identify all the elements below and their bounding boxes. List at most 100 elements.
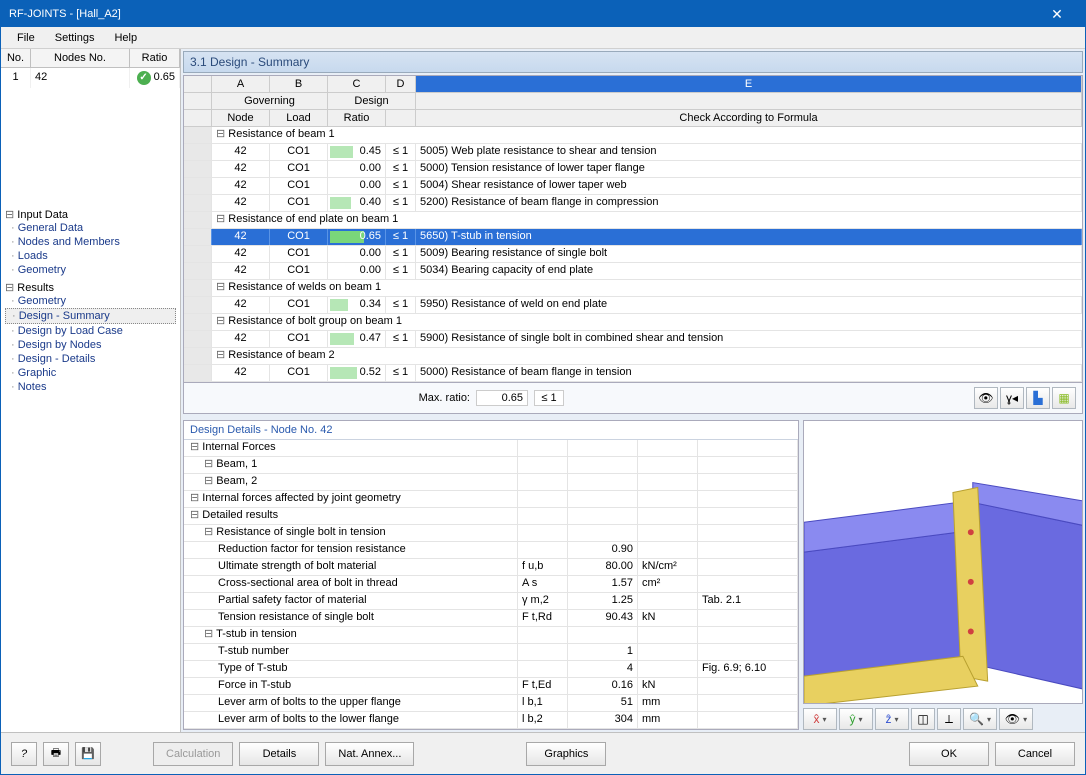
filter-icon[interactable]: ɣ◂ (1000, 387, 1024, 409)
grid-section[interactable]: Resistance of welds on beam 1 (184, 280, 1082, 297)
viewer-panel: x̂ ŷ ẑ ◫ ⟂ 🔍 👁 (803, 420, 1083, 730)
detail-section[interactable]: Detailed results (184, 508, 798, 525)
hdr-ratio: Ratio (328, 110, 386, 126)
tree-item[interactable]: Design - Details (5, 352, 176, 366)
grid-section[interactable]: Resistance of beam 2 (184, 348, 1082, 365)
detail-row: Ultimate strength of bolt materialf u,b8… (184, 559, 798, 576)
tree-results[interactable]: Results (5, 281, 176, 294)
grid-row[interactable]: 42CO10.65≤ 15650) T-stub in tension (184, 229, 1082, 246)
grid-row[interactable]: 42CO10.47≤ 15900) Resistance of single b… (184, 331, 1082, 348)
detail-row: Cross-sectional area of bolt in threadA … (184, 576, 798, 593)
axis-y-icon[interactable]: ŷ (839, 708, 873, 730)
col-letter-b: B (270, 76, 328, 92)
grid-section[interactable]: Resistance of end plate on beam 1 (184, 212, 1082, 229)
detail-row: Reduction factor for tension resistance0… (184, 542, 798, 559)
view-icon[interactable]: 👁 (999, 708, 1033, 730)
ok-button[interactable]: OK (909, 742, 989, 766)
tree-item[interactable]: Geometry (5, 263, 176, 277)
tree-item[interactable]: Notes (5, 380, 176, 394)
detail-section[interactable]: Beam, 1 (184, 457, 798, 474)
detail-row: Tension resistance of single boltF t,Rd9… (184, 610, 798, 627)
viewer-toolbar: x̂ ŷ ẑ ◫ ⟂ 🔍 👁 (803, 708, 1083, 730)
left-grid-row[interactable]: 1 42 ✓ 0.65 (1, 68, 180, 88)
details-button[interactable]: Details (239, 742, 319, 766)
grid-section[interactable]: Resistance of beam 1 (184, 127, 1082, 144)
export-icon[interactable]: ▦ (1052, 387, 1076, 409)
menubar: File Settings Help (1, 27, 1085, 49)
tree-input-data[interactable]: Input Data (5, 208, 176, 221)
detail-row: Force in T-stubF t,Ed0.16kN (184, 678, 798, 695)
graphics-button[interactable]: Graphics (526, 742, 606, 766)
detail-row: T-stub number1 (184, 644, 798, 661)
col-letter-a: A (212, 76, 270, 92)
col-letter-c: C (328, 76, 386, 92)
grid-section[interactable]: Resistance of bolt group on beam 1 (184, 314, 1082, 331)
axis-z-icon[interactable]: ẑ (875, 708, 909, 730)
tree-item[interactable]: Design by Nodes (5, 338, 176, 352)
tree-item[interactable]: Loads (5, 249, 176, 263)
panel-title: 3.1 Design - Summary (183, 51, 1083, 73)
max-ratio-value: 0.65 (476, 390, 528, 406)
help-icon[interactable]: ? (11, 742, 37, 766)
titlebar: RF-JOINTS - [Hall_A2] ✕ (1, 1, 1085, 27)
eye-icon[interactable]: 👁 (974, 387, 998, 409)
grid-row[interactable]: 42CO10.00≤ 15034) Bearing capacity of en… (184, 263, 1082, 280)
perspective-icon[interactable]: ⟂ (937, 708, 961, 730)
tree-item[interactable]: Graphic (5, 366, 176, 380)
cell-ratio: ✓ 0.65 (130, 68, 180, 88)
detail-section[interactable]: Beam, 2 (184, 474, 798, 491)
max-cmp: ≤ 1 (534, 390, 564, 406)
max-ratio-row: Max. ratio: 0.65 ≤ 1 👁 ɣ◂ ▙ ▦ (183, 383, 1083, 414)
grid-row[interactable]: 42CO10.00≤ 15009) Bearing resistance of … (184, 246, 1082, 263)
axis-x-icon[interactable]: x̂ (803, 708, 837, 730)
detail-section[interactable]: Internal forces affected by joint geomet… (184, 491, 798, 508)
detail-row: Type of T-stub4Fig. 6.9; 6.10 (184, 661, 798, 678)
max-label: Max. ratio: (190, 392, 470, 404)
hdr-load: Load (270, 110, 328, 126)
grid-row[interactable]: 42CO10.52≤ 15000) Resistance of beam fla… (184, 365, 1082, 382)
viewer-3d[interactable] (803, 420, 1083, 704)
footer: ? 🖶 💾 Calculation Details Nat. Annex... … (1, 732, 1085, 774)
grid-row[interactable]: 42CO10.00≤ 15004) Shear resistance of lo… (184, 178, 1082, 195)
grid-row[interactable]: 42CO10.00≤ 15000) Tension resistance of … (184, 161, 1082, 178)
detail-row: Lever arm of bolts to the lower flangel … (184, 712, 798, 729)
detail-row: Lever arm of bolts to the upper flangel … (184, 695, 798, 712)
iso-icon[interactable]: ◫ (911, 708, 935, 730)
close-icon[interactable]: ✕ (1037, 1, 1077, 27)
menu-file[interactable]: File (7, 30, 45, 46)
col-no: No. (1, 49, 31, 67)
cell-no: 1 (1, 68, 31, 88)
hdr-check: Check According to Formula (416, 110, 1082, 126)
app-title: RF-JOINTS - [Hall_A2] (9, 8, 121, 20)
details-title: Design Details - Node No. 42 (184, 421, 798, 440)
print-icon[interactable]: 🖶 (43, 742, 69, 766)
zoom-icon[interactable]: 🔍 (963, 708, 997, 730)
tree-item[interactable]: Design by Load Case (5, 324, 176, 338)
grp-design: Design (328, 93, 416, 109)
summary-grid: A B C D E Governing Design Node Load Rat… (183, 75, 1083, 383)
hdr-node: Node (212, 110, 270, 126)
right-pane: 3.1 Design - Summary A B C D E Governing… (181, 49, 1085, 732)
tree-item[interactable]: Design - Summary (5, 308, 176, 324)
detail-section[interactable]: Internal Forces (184, 440, 798, 457)
calculation-button[interactable]: Calculation (153, 742, 233, 766)
nat-annex-button[interactable]: Nat. Annex... (325, 742, 414, 766)
chart-icon[interactable]: ▙ (1026, 387, 1050, 409)
details-panel: Design Details - Node No. 42 Internal Fo… (183, 420, 799, 730)
detail-section[interactable]: T-stub in tension (184, 627, 798, 644)
grid-row[interactable]: 42CO10.45≤ 15005) Web plate resistance t… (184, 144, 1082, 161)
col-letter-e: E (416, 76, 1082, 92)
menu-help[interactable]: Help (104, 30, 147, 46)
tree-item[interactable]: Nodes and Members (5, 235, 176, 249)
detail-row: Partial safety factor of materialγ m,21.… (184, 593, 798, 610)
save-icon[interactable]: 💾 (75, 742, 101, 766)
grid-row[interactable]: 42CO10.40≤ 15200) Resistance of beam fla… (184, 195, 1082, 212)
tree-item[interactable]: Geometry (5, 294, 176, 308)
grid-row[interactable]: 42CO10.34≤ 15950) Resistance of weld on … (184, 297, 1082, 314)
cancel-button[interactable]: Cancel (995, 742, 1075, 766)
menu-settings[interactable]: Settings (45, 30, 105, 46)
col-letter-d: D (386, 76, 416, 92)
left-pane: No. Nodes No. Ratio 1 42 ✓ 0.65 Input Da… (1, 49, 181, 732)
detail-section[interactable]: Resistance of single bolt in tension (184, 525, 798, 542)
tree-item[interactable]: General Data (5, 221, 176, 235)
